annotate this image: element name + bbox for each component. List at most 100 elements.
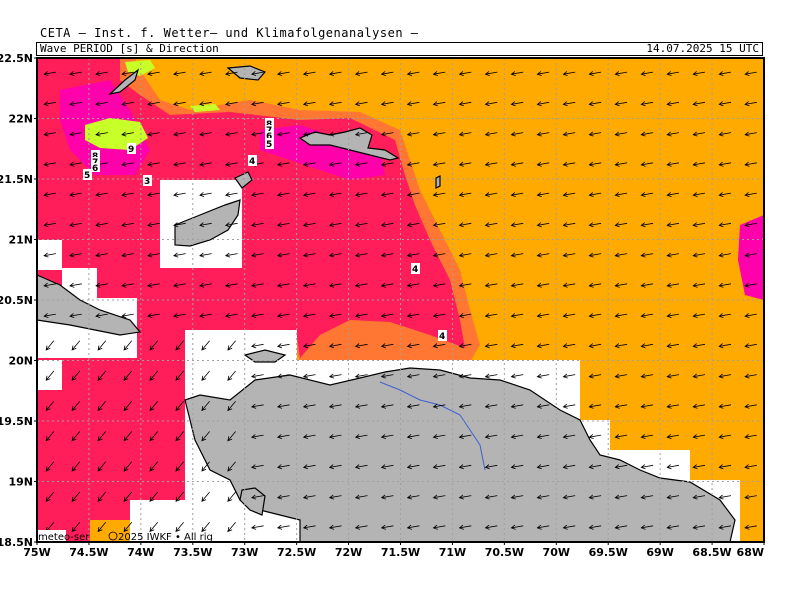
direction-arrow — [666, 131, 680, 137]
direction-arrow — [302, 464, 316, 470]
direction-arrow — [562, 524, 576, 530]
direction-arrow — [354, 282, 368, 288]
direction-arrow — [406, 252, 420, 258]
direction-arrow — [149, 370, 159, 381]
direction-arrow — [380, 192, 394, 197]
direction-arrow — [744, 282, 757, 288]
direction-arrow — [458, 101, 472, 107]
longitude-label: 75W — [23, 546, 50, 559]
direction-arrow — [588, 494, 602, 500]
direction-arrow — [175, 522, 184, 533]
direction-arrow — [458, 373, 472, 379]
direction-arrow — [406, 192, 420, 197]
direction-arrow — [69, 101, 82, 107]
direction-arrow — [744, 222, 757, 228]
direction-arrow — [562, 192, 576, 197]
direction-arrow — [666, 373, 680, 379]
direction-arrow — [121, 252, 134, 258]
direction-arrow — [536, 313, 550, 318]
direction-arrow — [95, 192, 108, 197]
latitude-label: 20.5N — [0, 294, 33, 307]
direction-arrow — [95, 282, 108, 288]
direction-arrow — [250, 101, 264, 107]
footer-credit: meteo-ser — [38, 532, 90, 543]
direction-arrow — [536, 222, 550, 228]
direction-arrow — [328, 71, 342, 76]
land-great-inagua — [174, 199, 241, 247]
direction-arrow — [328, 373, 342, 379]
direction-arrow — [484, 282, 498, 288]
direction-arrow — [744, 434, 757, 439]
longitude-label: 71W — [439, 546, 466, 559]
longitude-label: 73.5W — [173, 546, 212, 559]
direction-arrow — [97, 401, 107, 412]
river — [379, 381, 486, 471]
direction-arrow — [380, 524, 394, 530]
direction-arrow — [510, 131, 524, 137]
direction-arrow — [666, 282, 680, 288]
direction-arrow — [406, 131, 420, 137]
direction-arrow — [640, 161, 654, 167]
direction-arrow — [744, 101, 757, 107]
direction-arrow — [536, 161, 550, 167]
direction-arrow — [510, 282, 524, 288]
direction-arrow — [201, 491, 210, 502]
product-label: Wave PERIOD [s] & Direction — [40, 42, 219, 55]
direction-arrow — [123, 401, 133, 412]
direction-arrow — [484, 71, 498, 76]
direction-arrow — [432, 313, 446, 318]
direction-arrow — [588, 161, 602, 167]
direction-arrow — [147, 222, 160, 228]
direction-arrow — [173, 222, 186, 228]
direction-arrow — [666, 192, 680, 197]
land-tortuga — [239, 487, 266, 516]
longitude-label: 72W — [335, 546, 362, 559]
longitude-label: 71.5W — [381, 546, 420, 559]
direction-arrow — [380, 464, 394, 470]
direction-arrow — [302, 434, 316, 439]
direction-arrow — [458, 192, 472, 197]
direction-arrow — [744, 494, 757, 500]
direction-arrow — [175, 461, 184, 472]
direction-arrow — [536, 464, 550, 470]
direction-arrow — [432, 464, 446, 470]
period-peak-1 — [85, 118, 148, 150]
direction-arrow — [69, 222, 82, 228]
direction-arrow — [69, 282, 82, 288]
direction-arrow — [175, 491, 184, 502]
direction-arrow — [614, 192, 628, 197]
longitude-labels: 75W 74.5W 74W 73.5W 73W 72.5W 72W 71.5W 71W 70.5W… — [23, 542, 765, 559]
direction-arrow — [588, 313, 602, 318]
direction-arrow — [123, 370, 133, 381]
contour-label: 4 — [412, 265, 418, 275]
direction-arrow — [536, 192, 550, 197]
direction-arrow — [692, 131, 706, 137]
direction-arrow — [432, 494, 446, 500]
direction-arrow — [380, 373, 394, 379]
longitude-label: 68.5W — [692, 546, 731, 559]
longitude-label: 74.5W — [69, 546, 108, 559]
direction-arrow — [640, 71, 654, 76]
direction-arrow — [95, 71, 108, 76]
direction-arrow — [588, 524, 602, 530]
direction-arrow — [406, 524, 420, 530]
direction-arrow — [147, 313, 160, 318]
direction-arrow — [614, 252, 628, 258]
direction-arrow — [354, 252, 368, 258]
direction-arrow — [432, 161, 446, 167]
direction-arrow — [458, 313, 472, 318]
direction-arrow — [614, 161, 628, 167]
direction-arrow — [302, 101, 316, 107]
direction-arrow — [744, 464, 757, 470]
direction-arrow — [45, 431, 55, 442]
longitude-label: 69.5W — [589, 546, 628, 559]
chart-title: CETA — Inst. f. Wetter— und Klimafolgena… — [40, 26, 419, 40]
direction-arrow — [43, 101, 56, 107]
direction-arrow — [692, 494, 706, 500]
direction-arrow — [45, 491, 55, 502]
direction-arrow — [536, 101, 550, 107]
direction-arrow — [276, 252, 290, 258]
direction-arrow — [640, 434, 654, 439]
contour-label: 4 — [439, 332, 445, 342]
direction-arrow — [484, 434, 498, 439]
